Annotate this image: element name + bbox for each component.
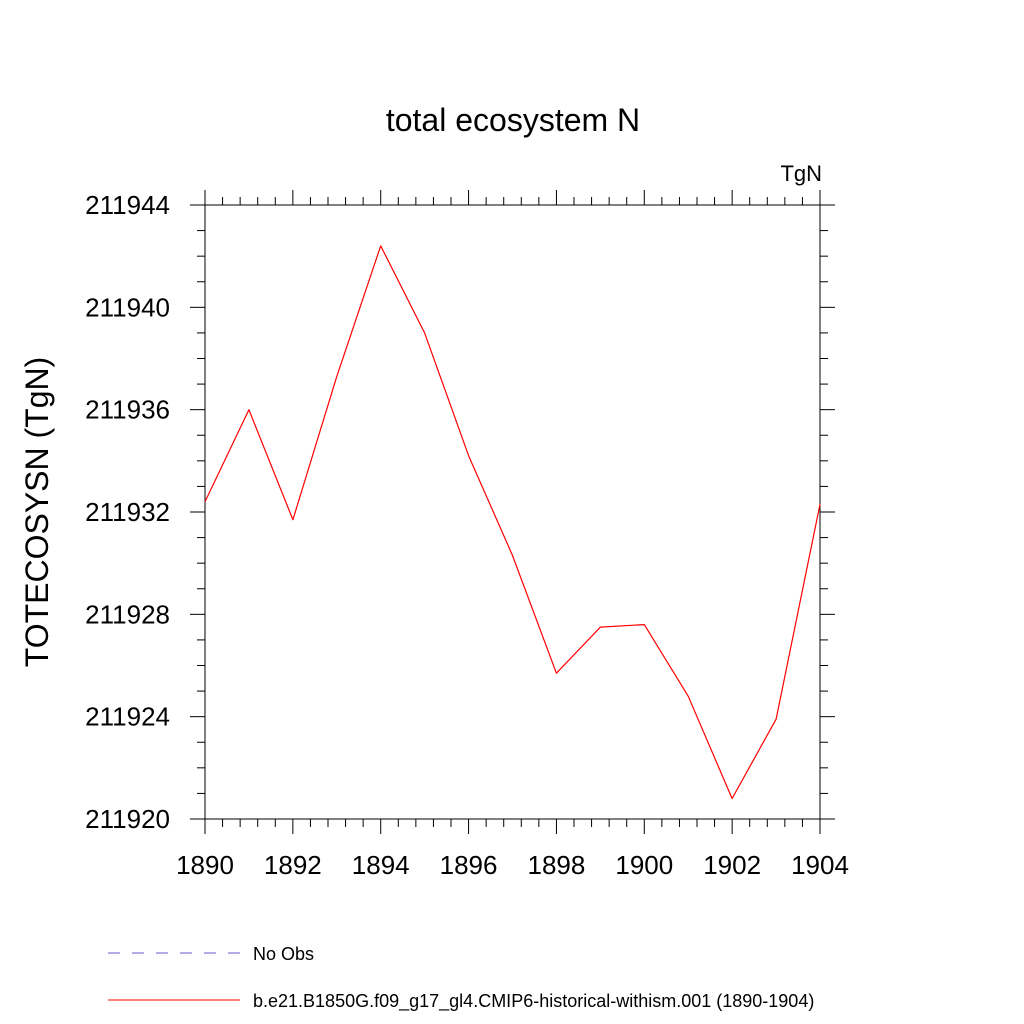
x-tick-label: 1900: [615, 850, 673, 880]
x-tick-label: 1904: [791, 850, 849, 880]
y-tick-label: 211936: [85, 395, 170, 425]
y-tick-label: 211932: [85, 497, 170, 527]
y-tick-label: 211944: [85, 190, 170, 220]
units-label: TgN: [780, 161, 822, 186]
x-tick-label: 1894: [352, 850, 410, 880]
x-tick-label: 1890: [176, 850, 234, 880]
chart-title: total ecosystem N: [386, 102, 640, 138]
y-tick-label: 211928: [85, 599, 170, 629]
plot-frame: [204, 204, 821, 820]
y-tick-label: 211940: [85, 292, 170, 322]
legend: No Obs b.e21.B1850G.f09_g17_gl4.CMIP6-hi…: [108, 944, 814, 1012]
legend-label-no-obs: No Obs: [253, 944, 314, 964]
plot-area: 1890 1892 1894 1896 1898 1900 1902 1904 211920 21…: [85, 190, 849, 880]
y-tick-label: 211924: [85, 702, 170, 732]
y-tick-label: 211920: [85, 804, 170, 834]
y-axis-label: TOTECOSYSN (TgN): [19, 357, 55, 668]
x-tick-label: 1892: [264, 850, 322, 880]
legend-label-model-run: b.e21.B1850G.f09_g17_gl4.CMIP6-historica…: [253, 991, 814, 1012]
series-line: [204, 245, 821, 800]
x-tick-label: 1896: [440, 850, 498, 880]
x-tick-label: 1902: [703, 850, 761, 880]
x-tick-label: 1898: [528, 850, 586, 880]
